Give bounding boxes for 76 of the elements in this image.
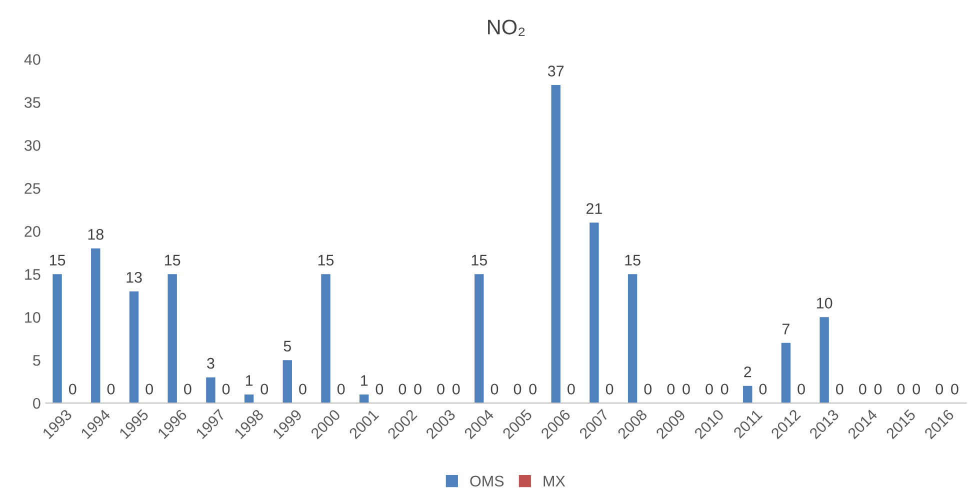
y-tick-label: 0 xyxy=(33,398,40,409)
data-label: 0 xyxy=(260,384,268,395)
data-label: 21 xyxy=(586,203,602,214)
y-tick-label: 15 xyxy=(25,269,40,280)
data-label: 0 xyxy=(644,384,652,395)
data-label: 0 xyxy=(706,384,713,395)
data-label: 15 xyxy=(625,254,640,266)
data-label: 0 xyxy=(107,384,115,395)
data-label: 0 xyxy=(452,384,460,395)
data-label: 0 xyxy=(798,384,805,395)
data-label: 13 xyxy=(126,272,142,283)
data-label: 0 xyxy=(897,384,905,395)
bar xyxy=(628,274,638,404)
data-label: 0 xyxy=(682,384,690,395)
data-label: 0 xyxy=(859,384,866,395)
data-label: 0 xyxy=(836,384,844,395)
data-label: 0 xyxy=(490,384,498,395)
y-tick-label: 30 xyxy=(24,140,40,151)
data-label: 0 xyxy=(759,384,767,395)
y-tick-label: 10 xyxy=(25,312,40,323)
legend-label: OMS xyxy=(470,476,504,487)
bar xyxy=(282,360,292,404)
data-label: 15 xyxy=(472,254,488,266)
data-label: 0 xyxy=(951,384,958,395)
data-label: 0 xyxy=(437,384,444,395)
data-label: 0 xyxy=(606,384,614,395)
data-label: 15 xyxy=(318,254,334,266)
bar xyxy=(820,317,829,404)
legend-label: MX xyxy=(544,476,566,486)
bar xyxy=(244,394,254,404)
data-label: 0 xyxy=(222,384,230,395)
y-tick-label: 5 xyxy=(33,355,40,366)
bar xyxy=(551,85,560,404)
bar xyxy=(474,274,484,404)
data-label: 0 xyxy=(398,384,406,395)
data-label: 0 xyxy=(912,384,920,395)
data-label: 0 xyxy=(184,384,192,395)
data-label: 2 xyxy=(744,366,752,378)
bar xyxy=(91,248,100,404)
bar xyxy=(359,394,369,404)
bar xyxy=(129,291,139,404)
data-label: 0 xyxy=(68,384,76,395)
data-label: 10 xyxy=(816,298,832,309)
chart-title: NO₂ xyxy=(488,20,525,36)
data-label: 15 xyxy=(50,254,66,266)
data-label: 0 xyxy=(146,384,153,395)
data-label: 0 xyxy=(299,384,306,395)
bar xyxy=(206,377,216,404)
data-label: 0 xyxy=(568,384,575,395)
bar xyxy=(590,222,599,404)
bar xyxy=(743,386,752,404)
y-tick-label: 35 xyxy=(24,97,40,108)
data-label: 0 xyxy=(529,384,536,395)
bar xyxy=(321,274,330,404)
data-label: 0 xyxy=(414,384,422,395)
data-label: 3 xyxy=(207,358,214,369)
y-tick-label: 20 xyxy=(24,226,40,237)
data-label: 0 xyxy=(514,384,522,395)
data-label: 0 xyxy=(936,384,944,395)
data-label: 18 xyxy=(88,228,104,240)
data-label: 0 xyxy=(720,384,728,395)
data-label: 0 xyxy=(337,384,345,395)
data-label: 37 xyxy=(548,66,564,76)
bar xyxy=(52,274,62,404)
data-label: 15 xyxy=(165,254,180,266)
bar xyxy=(168,274,177,404)
data-label: 0 xyxy=(667,384,675,395)
data-label: 5 xyxy=(284,340,291,352)
data-label: 0 xyxy=(376,384,384,395)
data-label: 0 xyxy=(874,384,882,395)
y-tick-label: 25 xyxy=(24,183,40,194)
data-label: 1 xyxy=(361,375,368,386)
data-label: 7 xyxy=(782,324,790,334)
y-tick-label: 40 xyxy=(24,54,40,65)
bar xyxy=(781,342,791,404)
data-label: 1 xyxy=(246,375,253,386)
